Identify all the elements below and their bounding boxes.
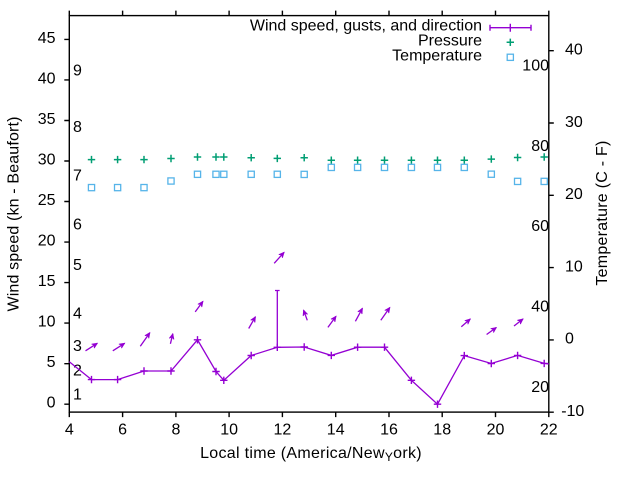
svg-text:20: 20 bbox=[531, 379, 549, 396]
svg-text:40: 40 bbox=[565, 42, 583, 59]
svg-text:10: 10 bbox=[220, 422, 238, 439]
svg-text:60: 60 bbox=[531, 218, 549, 235]
svg-text:Wind speed (kn - Beaufort): Wind speed (kn - Beaufort) bbox=[6, 116, 23, 311]
svg-text:10: 10 bbox=[38, 314, 56, 331]
svg-text:Temperature: Temperature bbox=[392, 47, 482, 64]
svg-text:8: 8 bbox=[171, 422, 180, 439]
svg-text:30: 30 bbox=[38, 152, 56, 169]
svg-text:8: 8 bbox=[73, 119, 82, 136]
svg-text:Temperature (C - F): Temperature (C - F) bbox=[594, 140, 611, 285]
svg-text:7: 7 bbox=[73, 168, 82, 185]
svg-text:16: 16 bbox=[380, 422, 398, 439]
svg-text:45: 45 bbox=[38, 30, 56, 47]
svg-text:10: 10 bbox=[565, 258, 583, 275]
svg-text:Pressure: Pressure bbox=[418, 33, 482, 50]
svg-text:0: 0 bbox=[565, 331, 574, 348]
svg-text:6: 6 bbox=[118, 422, 127, 439]
svg-text:3: 3 bbox=[73, 338, 82, 355]
svg-text:12: 12 bbox=[274, 422, 292, 439]
svg-text:Local time (America/NewYork): Local time (America/NewYork) bbox=[200, 445, 422, 464]
svg-text:5: 5 bbox=[47, 354, 56, 371]
svg-text:4: 4 bbox=[73, 306, 82, 323]
svg-text:20: 20 bbox=[487, 422, 505, 439]
svg-text:-10: -10 bbox=[561, 403, 584, 420]
svg-text:0: 0 bbox=[47, 395, 56, 412]
svg-text:6: 6 bbox=[73, 216, 82, 233]
svg-text:25: 25 bbox=[38, 192, 56, 209]
svg-text:22: 22 bbox=[540, 422, 558, 439]
svg-text:100: 100 bbox=[522, 58, 549, 75]
svg-text:Wind speed, gusts, and directi: Wind speed, gusts, and direction bbox=[250, 17, 482, 34]
svg-text:1: 1 bbox=[73, 387, 82, 404]
svg-text:80: 80 bbox=[531, 138, 549, 155]
svg-text:35: 35 bbox=[38, 111, 56, 128]
svg-text:2: 2 bbox=[73, 362, 82, 379]
svg-text:5: 5 bbox=[73, 257, 82, 274]
svg-text:14: 14 bbox=[327, 422, 345, 439]
svg-text:30: 30 bbox=[565, 114, 583, 131]
svg-text:40: 40 bbox=[38, 70, 56, 87]
svg-text:20: 20 bbox=[38, 233, 56, 250]
svg-text:9: 9 bbox=[73, 62, 82, 79]
svg-text:20: 20 bbox=[565, 186, 583, 203]
svg-text:18: 18 bbox=[433, 422, 451, 439]
svg-text:15: 15 bbox=[38, 273, 56, 290]
svg-text:4: 4 bbox=[65, 422, 74, 439]
svg-text:40: 40 bbox=[531, 299, 549, 316]
